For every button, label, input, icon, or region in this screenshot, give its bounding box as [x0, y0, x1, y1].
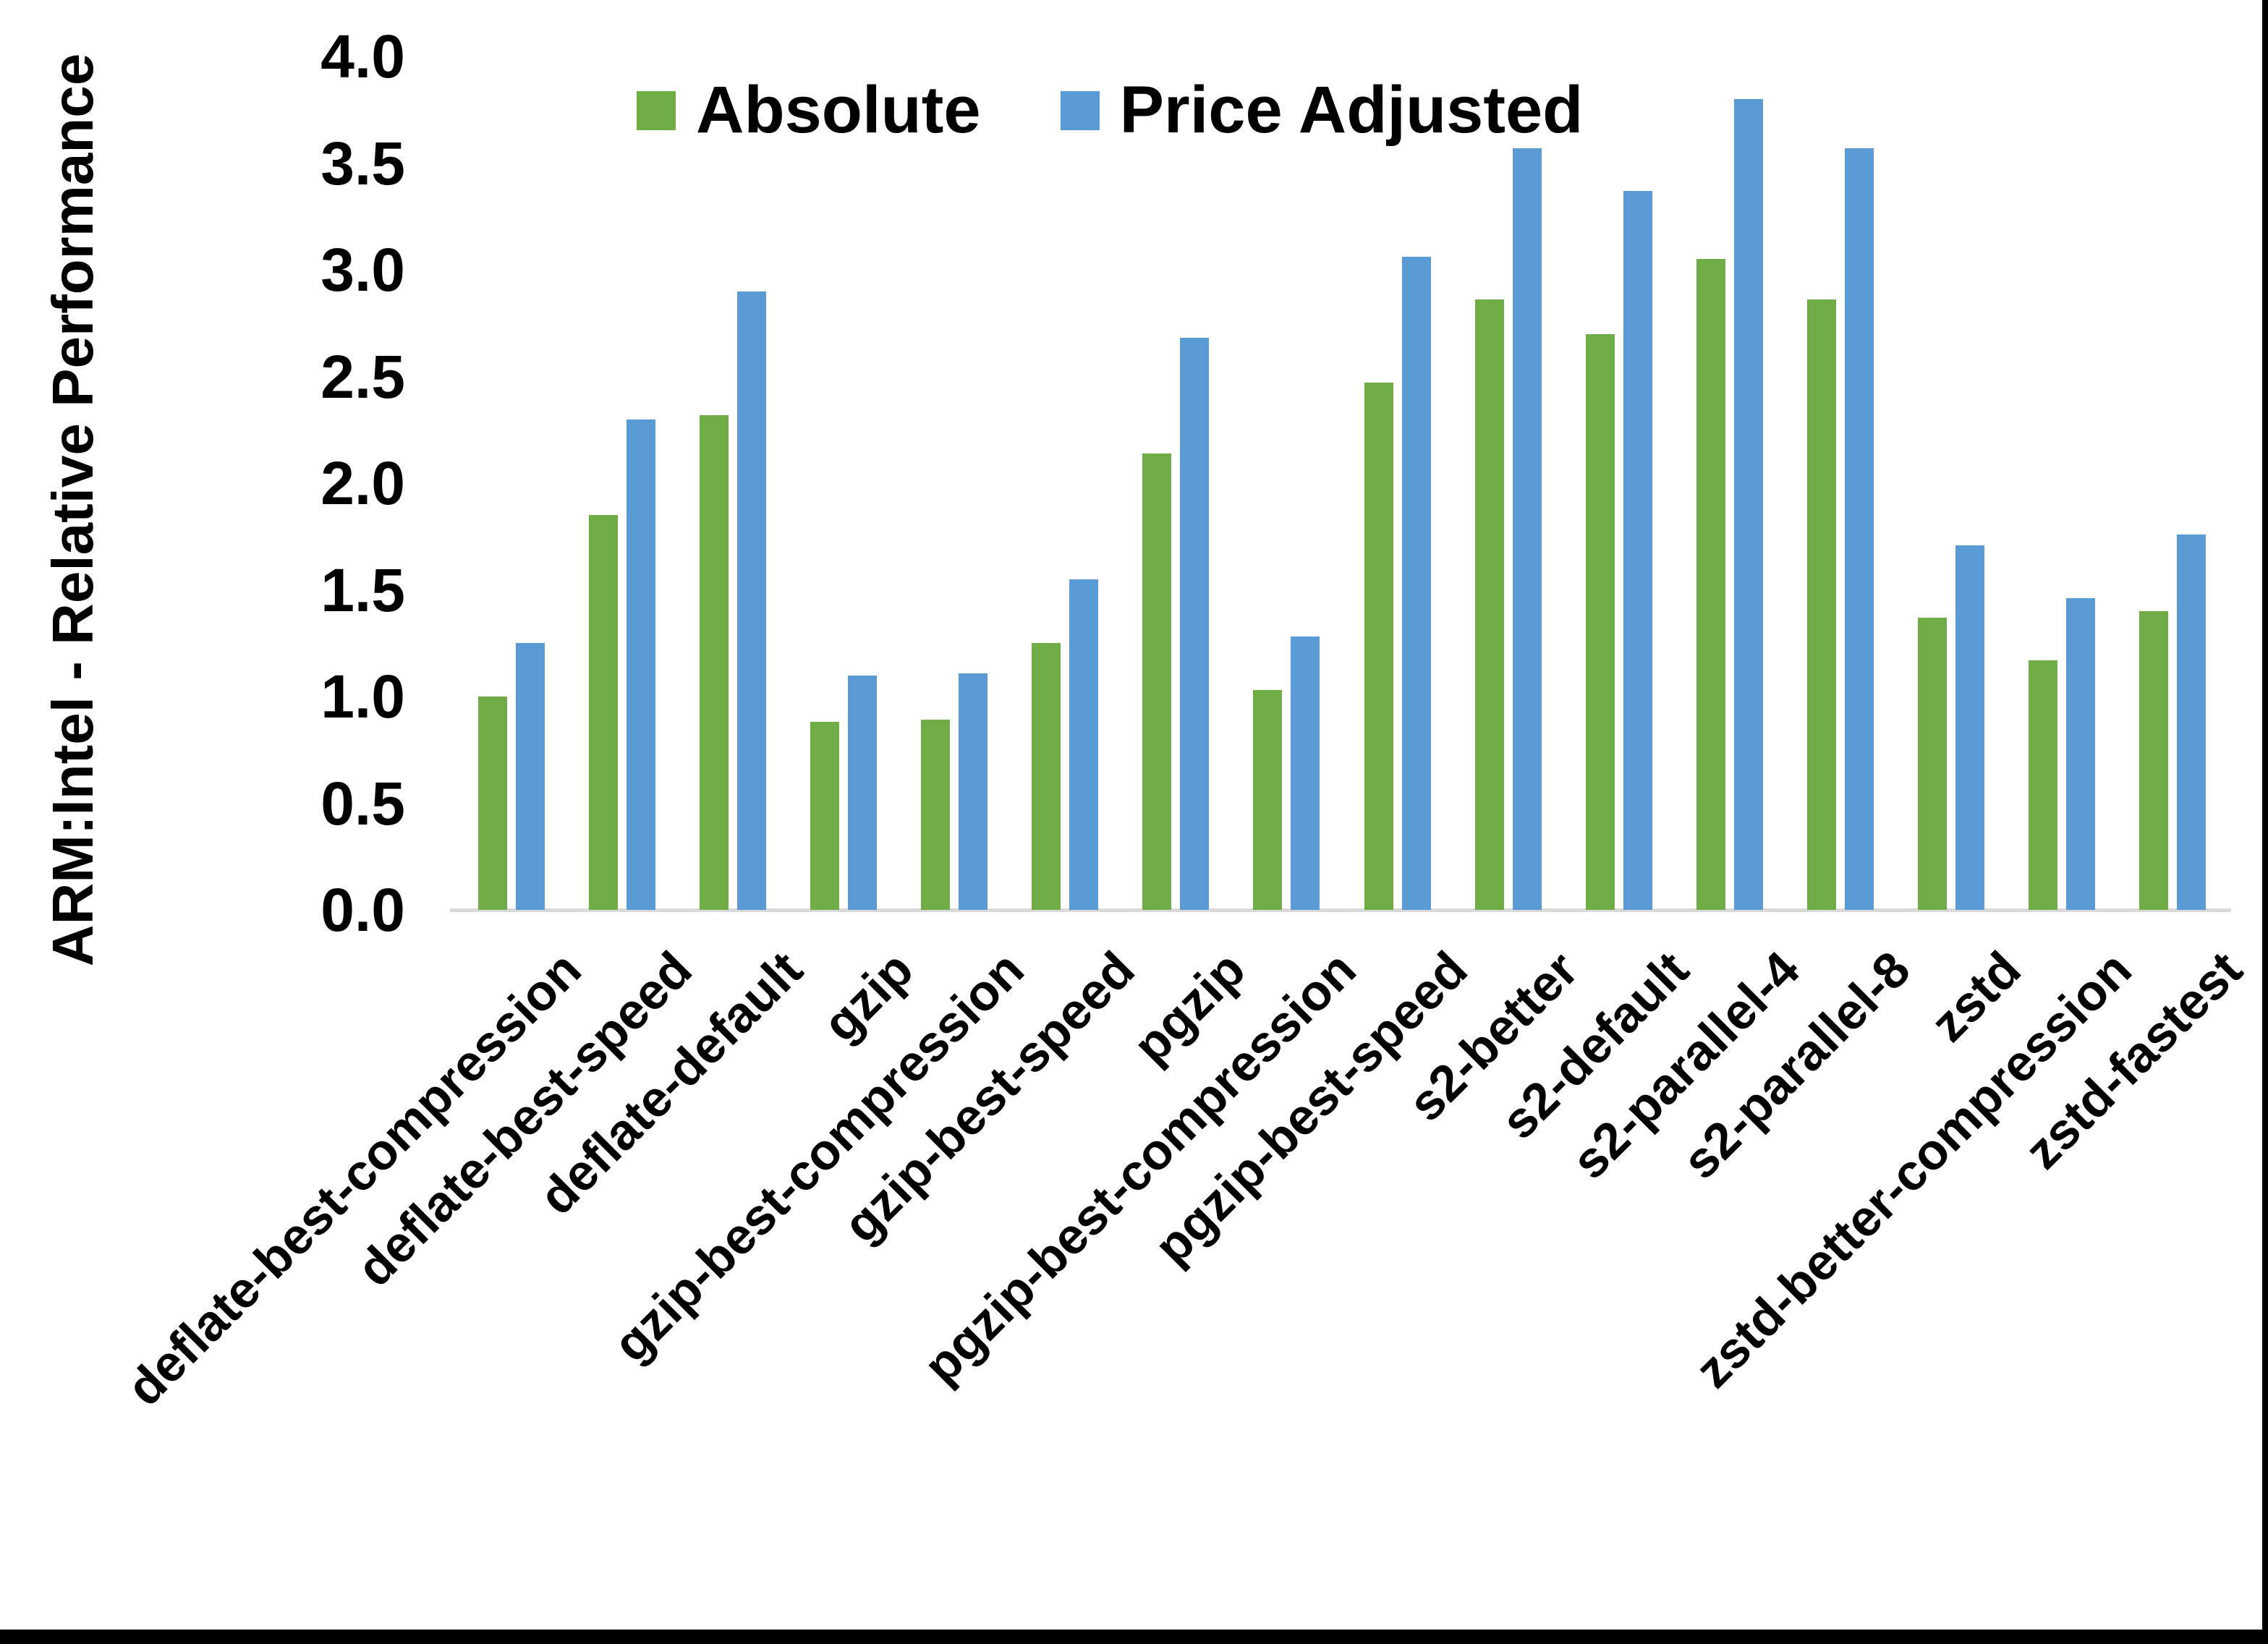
legend-label: Price Adjusted: [1119, 73, 1584, 147]
y-tick-label: 2.0: [320, 449, 405, 517]
bar-absolute-gzip-best-speed: [1032, 643, 1061, 910]
bar-absolute-zstd: [1918, 617, 1948, 910]
frame-right-edge: [2262, 0, 2268, 1644]
legend-swatch-icon: [1060, 90, 1100, 130]
bar-price-adjusted-gzip-best-speed: [1069, 579, 1099, 910]
legend-swatch-icon: [637, 90, 676, 130]
x-axis-line: [450, 908, 2231, 912]
legend-label: Absolute: [696, 73, 981, 147]
y-tick-label: 0.0: [320, 876, 405, 944]
legend-item-price-adjusted: Price Adjusted: [1060, 72, 1584, 148]
y-tick-label: 1.5: [320, 555, 405, 624]
bar-price-adjusted-deflate-default: [736, 291, 766, 910]
bar-price-adjusted-deflate-best-compression: [515, 643, 545, 910]
bar-absolute-zstd-better-compression: [2029, 660, 2058, 910]
bar-absolute-gzip: [810, 722, 839, 910]
bar-absolute-s2-default: [1585, 333, 1615, 910]
legend-item-absolute: Absolute: [637, 72, 981, 148]
y-tick-label: 2.5: [320, 342, 405, 411]
y-tick-label: 4.0: [320, 22, 405, 90]
legend: Absolute Price Adjusted: [637, 72, 1583, 148]
bar-price-adjusted-pgzip-best-speed: [1401, 257, 1431, 910]
bar-price-adjusted-gzip-best-compression: [959, 673, 988, 910]
bar-absolute-deflate-best-speed: [588, 515, 618, 910]
bar-absolute-pgzip-best-speed: [1364, 383, 1393, 910]
bar-absolute-pgzip: [1142, 453, 1172, 910]
bar-price-adjusted-zstd: [1955, 545, 1985, 910]
bar-absolute-gzip-best-compression: [921, 720, 951, 910]
bar-price-adjusted-s2-default: [1623, 190, 1652, 910]
bar-price-adjusted-s2-parallel-8: [1845, 148, 1874, 910]
frame-bottom-edge: [0, 1630, 2268, 1644]
bar-absolute-deflate-best-compression: [477, 697, 507, 910]
bar-price-adjusted-pgzip-best-compression: [1291, 636, 1320, 910]
y-tick-label: 0.5: [320, 769, 405, 838]
bar-price-adjusted-gzip: [847, 675, 877, 910]
y-tick-label: 3.0: [320, 236, 405, 304]
bar-absolute-s2-parallel-8: [1807, 299, 1837, 910]
bar-absolute-pgzip-best-compression: [1253, 690, 1283, 910]
bar-absolute-deflate-default: [699, 414, 729, 910]
bar-price-adjusted-s2-better: [1512, 148, 1542, 910]
bar-price-adjusted-s2-parallel-4: [1733, 99, 1763, 910]
bar-price-adjusted-deflate-best-speed: [626, 419, 655, 910]
bar-absolute-zstd-fastest: [2139, 611, 2169, 910]
bar-absolute-s2-parallel-4: [1696, 259, 1725, 910]
bar-price-adjusted-pgzip: [1180, 338, 1210, 910]
y-tick-label: 1.0: [320, 663, 405, 731]
bar-price-adjusted-zstd-fastest: [2177, 534, 2207, 910]
bar-absolute-s2-better: [1474, 299, 1504, 910]
y-tick-label: 3.5: [320, 129, 405, 197]
y-axis-title: ARM:Intel - Relative Performance: [41, 53, 105, 967]
bar-price-adjusted-zstd-better-compression: [2066, 598, 2096, 910]
